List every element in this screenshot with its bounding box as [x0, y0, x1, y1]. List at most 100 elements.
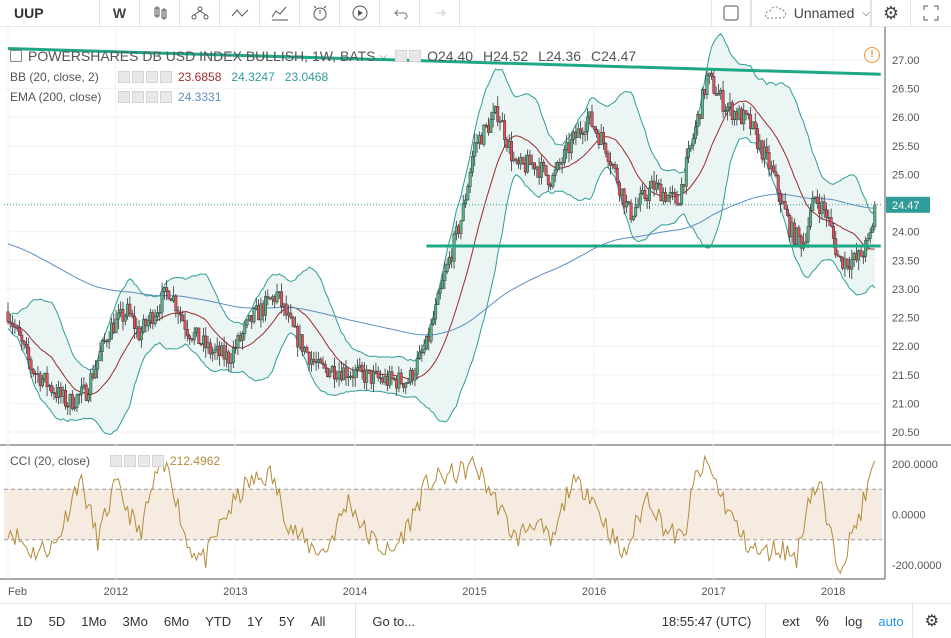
collapse-icon[interactable]: [10, 50, 22, 62]
candle-body: [47, 385, 51, 387]
candle-body: [91, 373, 95, 379]
candle-body: [742, 110, 746, 125]
series-buttons[interactable]: [395, 50, 422, 62]
candle-body: [838, 255, 842, 258]
range-button-1d[interactable]: 1D: [16, 613, 33, 629]
candle-body: [820, 201, 824, 214]
candle-body: [43, 372, 47, 380]
candle-body: [714, 93, 718, 96]
candle-body: [316, 358, 320, 364]
candle-body: [392, 378, 396, 380]
candle-body: [11, 322, 15, 327]
cci-legend: CCI (20, close) 212.4962: [10, 454, 220, 468]
bb-value-3: 23.0468: [284, 70, 329, 84]
bb-buttons[interactable]: [118, 71, 172, 83]
candle-body: [335, 377, 339, 380]
compare-icon[interactable]: [220, 0, 260, 26]
candle-body: [825, 209, 828, 218]
candle-body: [404, 382, 408, 388]
candle-body: [408, 369, 412, 383]
checkbox-icon[interactable]: [711, 0, 751, 26]
cci-buttons[interactable]: [110, 455, 164, 467]
range-button-1y[interactable]: 1Y: [247, 613, 264, 629]
candle-body: [123, 315, 127, 322]
ema-label: EMA (200, close): [10, 90, 102, 104]
interval-button[interactable]: W: [100, 0, 140, 26]
candle-body: [151, 312, 155, 325]
candle-body: [762, 146, 766, 160]
ema-buttons[interactable]: [118, 91, 172, 103]
candle-body: [638, 193, 642, 205]
range-button-1mo[interactable]: 1Mo: [81, 613, 107, 629]
settings-icon[interactable]: ⚙: [911, 604, 951, 638]
indicators-icon[interactable]: [180, 0, 220, 26]
chart-area[interactable]: 27.0026.5026.0025.5025.0024.5024.0023.50…: [0, 27, 951, 602]
chevron-down-icon[interactable]: ⌵: [379, 50, 388, 62]
candle-body: [133, 315, 136, 330]
candle-body: [615, 167, 619, 183]
candle-body: [498, 121, 502, 123]
candle-body: [613, 164, 617, 169]
candle-body: [98, 351, 102, 361]
range-button-6mo[interactable]: 6Mo: [163, 613, 190, 629]
price-tick-label: 23.00: [892, 284, 920, 296]
goto-button[interactable]: Go to...: [355, 604, 423, 638]
cci-tick-label: -200.0000: [892, 560, 942, 572]
cci-label: CCI (20, close): [10, 454, 91, 468]
fullscreen-icon[interactable]: [911, 0, 951, 26]
candle-body: [565, 142, 569, 150]
templates-icon[interactable]: [260, 0, 300, 26]
candle-body: [192, 332, 196, 341]
warning-icon[interactable]: !: [864, 47, 880, 63]
candle-body: [261, 303, 265, 316]
candle-body: [178, 313, 182, 316]
candle-body: [303, 347, 307, 352]
replay-icon[interactable]: [340, 0, 380, 26]
bb-label: BB (20, close, 2): [10, 70, 99, 84]
candle-body: [500, 120, 504, 123]
bar-style-icon[interactable]: [140, 0, 180, 26]
undo-icon[interactable]: [380, 0, 420, 26]
auto-toggle[interactable]: auto: [878, 613, 904, 629]
price-chart[interactable]: 27.0026.5026.0025.5025.0024.5024.0023.50…: [0, 27, 951, 602]
candle-body: [45, 372, 49, 387]
last-price-label: 24.47: [892, 200, 920, 212]
symbol-search[interactable]: UUP: [0, 0, 100, 26]
candle-body: [645, 198, 649, 201]
candle-body: [195, 327, 198, 333]
range-button-5d[interactable]: 5D: [48, 613, 66, 629]
percent-toggle[interactable]: %: [815, 612, 829, 630]
candle-body: [785, 208, 789, 216]
alert-icon[interactable]: [300, 0, 340, 26]
settings-icon[interactable]: ⚙: [871, 0, 911, 26]
candle-body: [296, 326, 300, 348]
candle-body: [50, 385, 54, 393]
range-button-5y[interactable]: 5Y: [279, 613, 295, 629]
candle-body: [528, 154, 532, 166]
candle-body: [436, 292, 440, 305]
candle-body: [429, 323, 433, 342]
candle-body: [381, 378, 385, 383]
range-button-all[interactable]: All: [310, 613, 326, 629]
candle-body: [873, 204, 877, 227]
range-button-ytd[interactable]: YTD: [205, 613, 232, 629]
redo-icon[interactable]: [420, 0, 460, 26]
candle-body: [66, 405, 70, 408]
candle-body: [169, 298, 173, 302]
candle-body: [385, 376, 389, 386]
candle-body: [597, 133, 601, 145]
range-button-3mo[interactable]: 3Mo: [122, 613, 148, 629]
candle-body: [234, 347, 238, 350]
layout-menu[interactable]: Unnamed ⌵: [751, 0, 871, 26]
candle-body: [629, 202, 633, 220]
candle-body: [211, 352, 215, 355]
log-toggle[interactable]: log: [844, 613, 863, 629]
candle-body: [254, 305, 258, 309]
candle-body: [790, 222, 794, 238]
candle-body: [473, 142, 477, 157]
candle-body: [162, 287, 166, 293]
candle-body: [328, 371, 332, 377]
candle-body: [625, 201, 628, 208]
ext-toggle[interactable]: ext: [765, 604, 807, 638]
candle-body: [707, 72, 711, 76]
